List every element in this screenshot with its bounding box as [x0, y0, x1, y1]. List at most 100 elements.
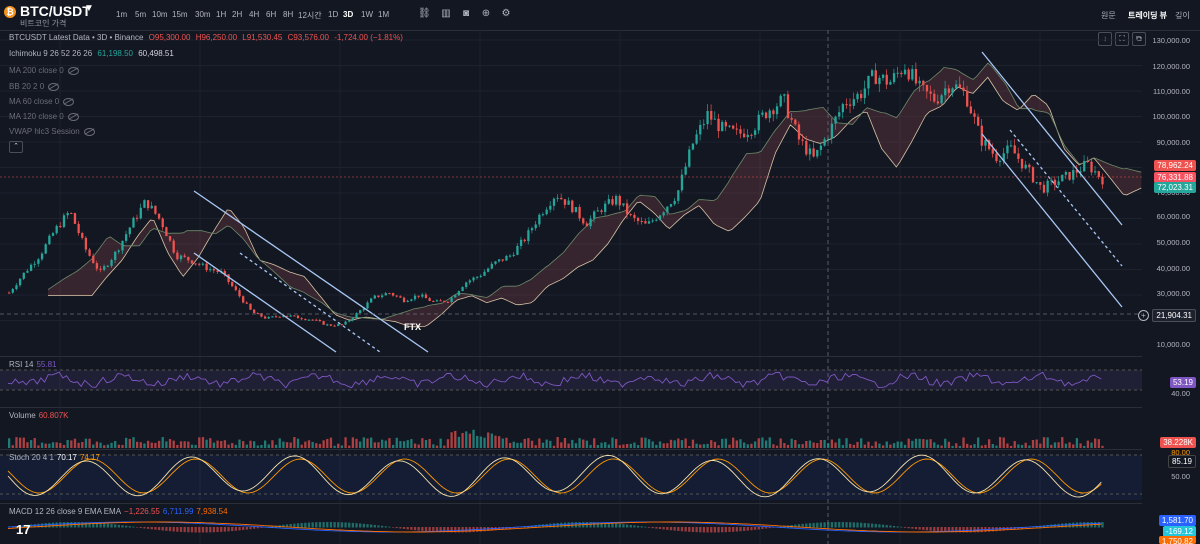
rsi-legend[interactable]: RSI 14 55.81	[9, 360, 57, 369]
popout-icon[interactable]: ⧉	[1132, 32, 1146, 46]
volume-bar	[483, 437, 486, 448]
volume-bar	[88, 438, 91, 448]
volume-bar	[856, 441, 859, 448]
timeframe-14[interactable]: 1M	[378, 10, 390, 19]
volume-bar	[1068, 442, 1071, 448]
timeframe-8[interactable]: 6H	[266, 10, 277, 19]
timeframe-13[interactable]: 1W	[361, 10, 373, 19]
price-chart[interactable]: FTX	[0, 30, 1142, 544]
macd-histogram	[907, 527, 910, 529]
timeframe-11[interactable]: 1D	[328, 10, 339, 19]
candle-body	[307, 319, 311, 321]
candle-body	[249, 303, 252, 310]
symbol-title[interactable]: BTC/USDT	[20, 3, 91, 19]
macd-histogram	[805, 523, 808, 528]
tradingview-logo[interactable]: 17	[16, 522, 31, 537]
candle-body	[541, 214, 545, 216]
volume-bar	[366, 438, 369, 448]
candle-body	[212, 269, 216, 271]
candle-body	[1002, 153, 1005, 161]
stoch-legend[interactable]: Stoch 20 4 1 70.17 74.17	[9, 453, 100, 462]
indicator-icon[interactable]: ⛓	[418, 8, 431, 19]
candle-body	[1013, 145, 1016, 154]
macd-legend[interactable]: MACD 12 26 close 9 EMA EMA −1,226.55 6,711…	[9, 507, 228, 516]
pane-divider[interactable]	[0, 503, 1142, 504]
macd-histogram	[252, 527, 256, 529]
ma200-legend[interactable]: MA 200 close 0	[9, 66, 79, 75]
pane-divider[interactable]	[0, 449, 1142, 450]
ma120-legend[interactable]: MA 120 close 0	[9, 112, 79, 121]
download-icon[interactable]: ↓	[1098, 32, 1112, 46]
rsi-band	[0, 370, 1142, 390]
candle-body	[29, 264, 33, 271]
ma60-legend[interactable]: MA 60 close 0	[9, 97, 75, 106]
macd-histogram	[892, 525, 896, 528]
pane-divider[interactable]	[0, 356, 1142, 357]
timeframe-2[interactable]: 10m	[152, 10, 168, 19]
timeframe-5[interactable]: 1H	[216, 10, 227, 19]
eye-hidden-icon[interactable]	[67, 112, 79, 121]
candle-body	[22, 272, 25, 279]
timeframe-12[interactable]: 3D	[343, 10, 354, 19]
price-axis-label: 100,000.00	[1152, 112, 1190, 121]
chart-type-icon[interactable]: ▥	[441, 8, 451, 19]
eye-hidden-icon[interactable]	[48, 82, 60, 91]
timeframe-10[interactable]: 12시간	[298, 11, 322, 20]
timeframe-1[interactable]: 5m	[135, 10, 147, 19]
settings-icon[interactable]: ⚙	[501, 8, 511, 19]
candle-body	[216, 270, 219, 272]
volume-bar	[450, 432, 453, 448]
collapse-legend-icon[interactable]: ⌃	[9, 141, 23, 153]
candle-body	[468, 280, 472, 283]
candle-body	[1031, 167, 1035, 183]
macd-histogram	[969, 527, 973, 533]
eye-hidden-icon[interactable]	[83, 127, 95, 136]
candle-body	[88, 249, 91, 256]
timeframe-7[interactable]: 4H	[249, 10, 260, 19]
price-axis-label: 50,000.00	[1156, 238, 1190, 247]
macd-histogram	[867, 523, 870, 528]
volume-bar	[413, 443, 417, 448]
timeframe-3[interactable]: 15m	[172, 10, 188, 19]
add-icon[interactable]: ⊕	[481, 8, 491, 19]
bb-legend[interactable]: BB 20 2 0	[9, 82, 60, 91]
macd-histogram	[135, 527, 139, 528]
candle-body	[571, 200, 574, 213]
macd-histogram	[413, 527, 417, 531]
eye-hidden-icon[interactable]	[63, 97, 75, 106]
macd-histogram	[955, 527, 958, 533]
candle-body	[150, 205, 153, 209]
timeframe-4[interactable]: 30m	[195, 10, 211, 19]
trend-channel-line	[981, 51, 1123, 226]
macd-histogram	[735, 527, 738, 532]
volume-bar	[157, 440, 161, 448]
timeframe-0[interactable]: 1m	[116, 10, 128, 19]
volume-bar	[1028, 445, 1031, 448]
timeframe-6[interactable]: 2H	[232, 10, 243, 19]
volume-bar	[980, 445, 983, 448]
candle-body	[516, 245, 519, 255]
tab-original[interactable]: 원문	[1101, 11, 1116, 20]
volume-legend[interactable]: Volume 60.807K	[9, 411, 69, 420]
candle-body	[794, 119, 797, 125]
candle-body	[786, 94, 790, 118]
volume-bar	[549, 440, 552, 448]
candle-body	[962, 87, 965, 91]
tab-tradingview[interactable]: 트레이딩 뷰	[1128, 11, 1168, 20]
fullscreen-icon[interactable]: ⛶	[1115, 32, 1129, 46]
eye-hidden-icon[interactable]	[67, 66, 79, 75]
candle-body	[746, 134, 749, 138]
volume-bar	[878, 443, 881, 448]
volume-bar	[1031, 439, 1035, 448]
timeframe-9[interactable]: 8H	[283, 10, 294, 19]
add-alert-icon[interactable]: +	[1138, 310, 1149, 321]
tab-depth[interactable]: 깊이	[1175, 11, 1190, 20]
ichimoku-legend[interactable]: Ichimoku 9 26 52 26 26 61,198.50 60,498.…	[9, 49, 174, 58]
pane-divider[interactable]	[0, 407, 1142, 408]
vwap-legend[interactable]: VWAP hlc3 Session	[9, 127, 95, 136]
camera-icon[interactable]: ◙	[462, 8, 470, 19]
candle-body	[487, 268, 490, 272]
chevron-down-icon[interactable]: ▼	[84, 3, 94, 14]
candle-body	[428, 298, 431, 301]
volume-bar	[454, 430, 457, 448]
